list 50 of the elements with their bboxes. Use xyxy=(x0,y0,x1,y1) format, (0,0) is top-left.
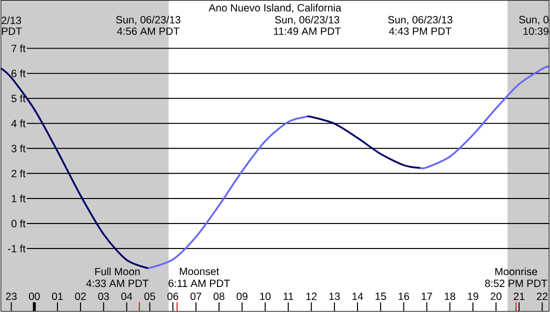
x-tick-label: 16 xyxy=(398,292,410,300)
x-tick-label: 10 xyxy=(260,292,271,300)
x-tick-label: 05 xyxy=(144,292,156,300)
y-tick-label: 5 ft xyxy=(11,94,26,102)
x-tick-label: 22 xyxy=(536,292,548,300)
x-tick-label: 19 xyxy=(468,292,478,300)
x-tick-label: 18 xyxy=(444,292,456,300)
annotation: 4:33 AM PDT xyxy=(86,280,149,288)
x-tick-label: 15 xyxy=(376,292,386,300)
annotation: 10:39 xyxy=(524,28,548,36)
x-tick-label: 04 xyxy=(121,292,132,300)
x-tick-label: 11 xyxy=(284,292,294,300)
y-tick-label: 4 ft xyxy=(11,120,26,128)
annotation: Sun, 0 xyxy=(519,16,548,25)
x-tick-label: 14 xyxy=(352,292,364,300)
y-tick-label: 3 ft xyxy=(11,144,26,152)
x-tick-label: 20 xyxy=(490,292,502,300)
annotation: 4:56 AM PDT xyxy=(117,28,180,36)
x-tick-label: 00 xyxy=(28,292,40,300)
y-tick-label: 7 ft xyxy=(12,44,26,52)
x-tick-label: 13 xyxy=(329,292,340,300)
annotation: 11:49 AM PDT xyxy=(274,28,341,36)
x-tick-label: 01 xyxy=(52,292,63,300)
y-tick-label: -1 ft xyxy=(8,244,26,252)
annotation: 2/13 xyxy=(2,16,21,24)
x-tick-label: 07 xyxy=(190,292,202,300)
annotation: Sun, 06/23/13 xyxy=(275,16,340,25)
x-tick-label: 23 xyxy=(6,292,17,300)
x-tick-label: 21 xyxy=(514,292,524,300)
annotation: 4:43 PM PDT xyxy=(389,28,452,36)
y-tick-label: 6 ft xyxy=(12,70,26,78)
x-tick-label: 09 xyxy=(236,292,248,300)
x-tick-label: 03 xyxy=(98,292,109,300)
y-tick-label: 2 ft xyxy=(12,170,26,178)
x-tick-label: 06 xyxy=(167,292,178,300)
x-tick-label: 17 xyxy=(422,292,432,300)
annotation: Moonset xyxy=(180,268,220,276)
annotation: 6:11 AM PDT xyxy=(168,280,230,288)
x-tick-label: 08 xyxy=(214,292,224,300)
annotation: PDT xyxy=(2,28,22,35)
x-tick-label: 12 xyxy=(306,292,317,300)
annotation: Sun, 06/23/13 xyxy=(116,16,180,25)
annotation: Full Moon xyxy=(95,268,140,276)
annotation: Moonrise xyxy=(495,268,538,276)
annotation: Sun, 06/23/13 xyxy=(388,16,452,25)
chart-title: Ano Nuevo Island, California xyxy=(208,4,342,13)
y-tick-label: 1 ft xyxy=(12,194,26,202)
x-tick-label: 02 xyxy=(75,292,86,300)
annotation: 8:52 PM PDT xyxy=(485,280,548,288)
y-tick-label: 0 ft xyxy=(11,220,26,228)
